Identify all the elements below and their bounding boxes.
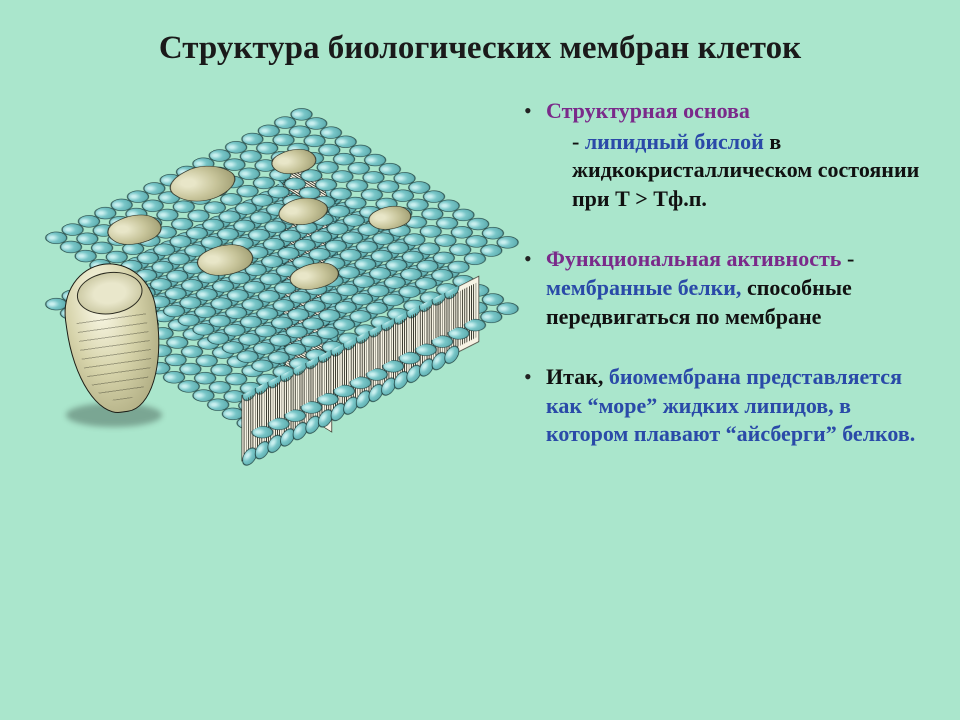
membrane-diagram	[40, 137, 480, 447]
lipid-head	[191, 353, 222, 370]
lipid-head	[206, 362, 237, 379]
lipid-head	[176, 343, 207, 360]
page-title: Структура биологических мембран клеток	[40, 30, 920, 67]
diagram-column	[40, 97, 500, 481]
bullet-2-blue: мембранные белки,	[546, 275, 741, 300]
content-row: Структурная основа - липидный бислой в ж…	[40, 97, 920, 481]
bullet-2: Функциональная активность - мембранные б…	[520, 245, 920, 331]
bullet-1-dash: -	[572, 129, 585, 154]
slide: Структура биологических мембран клеток	[0, 0, 960, 720]
bullet-3: Итак, биомембрана представляется как “мо…	[520, 363, 920, 449]
bullet-1-blue: липидный бислой	[585, 129, 764, 154]
bullet-1-lead: Структурная основа	[546, 98, 750, 123]
bullet-2-lead: Функциональная активность	[546, 246, 841, 271]
bullet-2-mid: -	[841, 246, 854, 271]
bullet-1: Структурная основа - липидный бислой в ж…	[520, 97, 920, 213]
bullet-1-sub: - липидный бислой в жидкокристаллическом…	[546, 128, 920, 214]
text-column: Структурная основа - липидный бислой в ж…	[520, 97, 920, 481]
lipid-head	[162, 334, 193, 351]
bullet-3-pre: Итак,	[546, 364, 609, 389]
